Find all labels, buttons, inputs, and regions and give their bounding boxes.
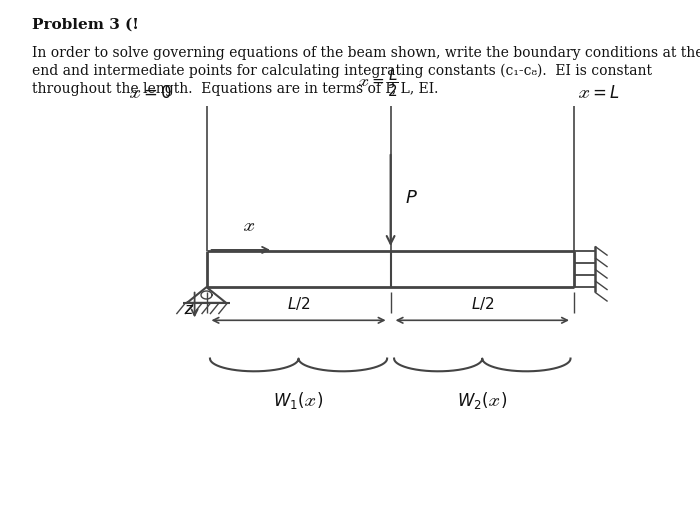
Text: $P$: $P$ — [405, 188, 417, 206]
Text: throughout the length.  Equations are in terms of P, L, EI.: throughout the length. Equations are in … — [32, 81, 438, 95]
Text: $\mathscr{x}$: $\mathscr{x}$ — [242, 217, 255, 234]
Text: $\mathscr{x}=0$: $\mathscr{x}=0$ — [128, 85, 173, 102]
Text: $W_2(\mathscr{x})$: $W_2(\mathscr{x})$ — [457, 389, 508, 410]
Text: $L/2$: $L/2$ — [287, 295, 310, 312]
Text: In order to solve governing equations of the beam shown, write the boundary cond: In order to solve governing equations of… — [32, 46, 700, 60]
Text: $L/2$: $L/2$ — [470, 295, 494, 312]
Text: Problem 3 (!: Problem 3 (! — [32, 18, 139, 32]
Text: $W_1(\mathscr{x})$: $W_1(\mathscr{x})$ — [273, 389, 324, 410]
Text: end and intermediate points for calculating integrating constants (c₁-c₈).  EI i: end and intermediate points for calculat… — [32, 64, 652, 78]
Text: $z$: $z$ — [184, 303, 194, 317]
Text: $\mathscr{x}=L$: $\mathscr{x}=L$ — [577, 85, 620, 102]
Text: $\mathscr{x}=\dfrac{L}{2}$: $\mathscr{x}=\dfrac{L}{2}$ — [357, 67, 399, 99]
